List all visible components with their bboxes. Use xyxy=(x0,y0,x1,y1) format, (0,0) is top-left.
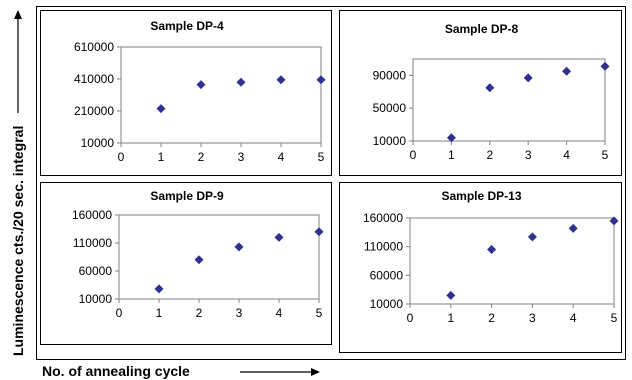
x-tick-label-dp-9: 5 xyxy=(316,306,323,320)
x-tick-label-dp-13: 5 xyxy=(611,311,618,325)
y-tick-label-dp-13: 10000 xyxy=(370,297,404,311)
plot-area-dp-13 xyxy=(409,217,615,305)
x-tick-label-dp-4: 1 xyxy=(158,150,165,164)
plot-area-dp-8 xyxy=(412,58,606,142)
y-tick-label-dp-9: 10000 xyxy=(79,292,113,306)
x-tick-label-dp-13: 2 xyxy=(488,311,495,325)
y-tick-label-dp-9: 110000 xyxy=(73,236,112,250)
panel-dp-9: Sample DP-9 10000 60000 110000 160000 0 1 2 3 4 5 xyxy=(40,182,332,345)
x-tick-label-dp-9: 2 xyxy=(196,306,203,320)
y-tick-label-dp-4: 10000 xyxy=(81,136,115,150)
outer-frame xyxy=(36,6,626,360)
plot-area-dp-9 xyxy=(118,214,320,300)
data-point-dp-9 xyxy=(314,227,324,237)
x-tick-label-dp-13: 1 xyxy=(447,311,454,325)
data-point-dp-8 xyxy=(446,133,456,143)
data-point-dp-9 xyxy=(154,284,164,294)
data-point-dp-4 xyxy=(156,104,166,114)
x-tick-label-dp-13: 3 xyxy=(529,311,536,325)
chart-title-dp-4: Sample DP-4 xyxy=(150,19,224,33)
x-tick-label-dp-13: 0 xyxy=(407,311,414,325)
data-point-dp-8 xyxy=(485,83,495,93)
y-tick-label-dp-9: 60000 xyxy=(79,264,113,278)
x-tick-label-dp-9: 3 xyxy=(236,306,243,320)
x-tick-label-dp-4: 2 xyxy=(198,150,205,164)
panel-dp-13: Sample DP-13 10000 60000 110000 160000 0 1 2 3 4 5 xyxy=(339,182,622,353)
y-tick-label-dp-13: 60000 xyxy=(370,268,404,282)
chart-title-dp-13: Sample DP-13 xyxy=(441,189,521,203)
data-point-dp-4 xyxy=(276,75,286,85)
data-point-dp-4 xyxy=(196,80,206,90)
x-tick-label-dp-8: 2 xyxy=(486,148,493,162)
x-tick-label-dp-8: 5 xyxy=(602,148,609,162)
y-tick-label-dp-4: 410000 xyxy=(74,72,114,86)
y-tick-label-dp-4: 210000 xyxy=(74,104,114,118)
panel-dp-4: Sample DP-4 10000 210000 410000 610000 0 1 2 3 4 5 xyxy=(40,10,332,176)
data-point-dp-13 xyxy=(527,232,537,242)
chart-dp-8: Sample DP-8 10000 50000 90000 0 1 2 3 4 5 xyxy=(373,22,610,162)
x-tick-label-dp-8: 1 xyxy=(448,148,455,162)
x-tick-label-dp-13: 4 xyxy=(570,311,577,325)
y-tick-label-dp-9: 160000 xyxy=(72,208,112,222)
data-point-dp-9 xyxy=(234,242,244,252)
x-tick-label-dp-9: 1 xyxy=(156,306,163,320)
y-tick-label-dp-13: 160000 xyxy=(363,211,403,225)
chart-dp-9: Sample DP-9 10000 60000 110000 160000 0 1 2 3 4 5 xyxy=(72,189,324,320)
chart-dp-13: Sample DP-13 10000 60000 110000 160000 0 1 2 3 4 5 xyxy=(363,189,619,325)
data-point-dp-4 xyxy=(316,75,326,85)
chart-title-dp-8: Sample DP-8 xyxy=(445,22,519,36)
x-tick-label-dp-8: 3 xyxy=(525,148,532,162)
y-tick-label-dp-8: 10000 xyxy=(373,134,407,148)
y-tick-label-dp-8: 50000 xyxy=(373,101,407,115)
x-tick-label-dp-9: 0 xyxy=(116,306,123,320)
x-tick-label-dp-4: 0 xyxy=(118,150,125,164)
data-point-dp-8 xyxy=(600,61,610,71)
data-point-dp-13 xyxy=(487,245,497,255)
x-tick-label-dp-9: 4 xyxy=(276,306,283,320)
data-point-dp-13 xyxy=(568,223,578,233)
y-tick-label-dp-8: 90000 xyxy=(373,68,407,82)
y-axis-label: Luminescence cts./20 sec. integral xyxy=(10,126,26,356)
y-axis-title: Luminescence cts./20 sec. integral xyxy=(10,10,26,356)
plot-area-dp-4 xyxy=(120,46,322,144)
x-tick-label-dp-4: 5 xyxy=(318,150,325,164)
data-point-dp-13 xyxy=(609,216,619,226)
panel-dp-8: Sample DP-8 10000 50000 90000 0 1 2 3 4 5 xyxy=(339,10,622,176)
y-axis-arrowhead xyxy=(14,10,22,19)
x-axis-label: No. of annealing cycle xyxy=(42,363,190,379)
x-tick-label-dp-4: 4 xyxy=(278,150,285,164)
x-axis-title: No. of annealing cycle xyxy=(42,363,320,379)
x-tick-label-dp-8: 0 xyxy=(410,148,417,162)
x-tick-label-dp-4: 3 xyxy=(238,150,245,164)
data-point-dp-13 xyxy=(446,290,456,300)
x-tick-label-dp-8: 4 xyxy=(563,148,570,162)
data-point-dp-8 xyxy=(523,73,533,83)
y-tick-label-dp-4: 610000 xyxy=(74,40,114,54)
chart-title-dp-9: Sample DP-9 xyxy=(150,189,224,203)
data-point-dp-4 xyxy=(236,77,246,87)
data-point-dp-9 xyxy=(194,255,204,265)
y-tick-label-dp-13: 110000 xyxy=(364,240,403,254)
x-axis-arrowhead xyxy=(311,368,320,376)
chart-dp-4: Sample DP-4 10000 210000 410000 610000 0 1 2 3 4 5 xyxy=(74,19,326,164)
data-point-dp-8 xyxy=(562,66,572,76)
data-point-dp-9 xyxy=(274,232,284,242)
